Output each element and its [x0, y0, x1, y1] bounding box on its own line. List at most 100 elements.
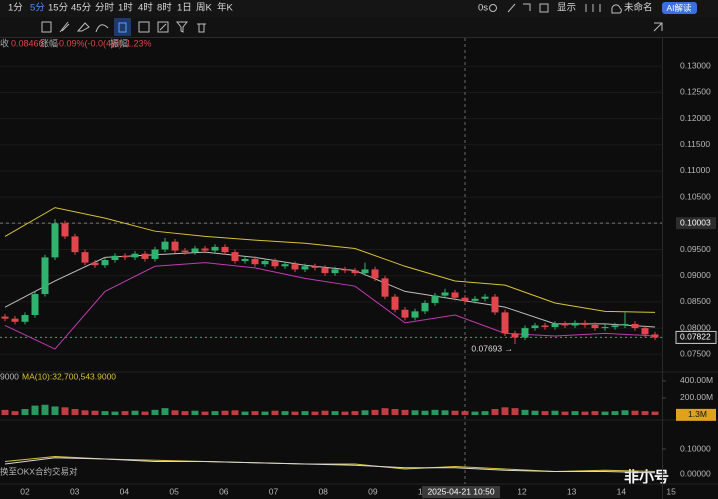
candle-body	[181, 250, 189, 253]
volume-bar	[371, 409, 379, 415]
candle-body	[211, 246, 219, 251]
candle-body	[71, 236, 79, 253]
volume-bar	[281, 411, 289, 415]
volume-bar	[121, 411, 129, 415]
indicator-line	[4, 457, 656, 474]
change-value: -0.09%(-0.0(4)8)	[56, 38, 122, 48]
cloud-icon[interactable]	[611, 4, 622, 14]
candle-body	[311, 266, 319, 268]
close-value: 0.08466	[11, 38, 44, 48]
volume-bar	[441, 410, 449, 415]
ai-button[interactable]: AI解读	[666, 3, 692, 13]
candle-body	[321, 267, 329, 274]
candle-body	[21, 315, 29, 322]
volume-bar	[171, 410, 179, 415]
candle-body	[111, 255, 119, 260]
volume-bar	[311, 411, 319, 415]
volume-prefix: 9000	[0, 371, 19, 381]
candle-body	[131, 253, 139, 258]
volume-bar	[71, 409, 79, 415]
candle-body	[481, 296, 489, 299]
interval-tab[interactable]: 15分	[48, 3, 69, 14]
volume-bar	[611, 411, 619, 415]
volume-bar	[241, 411, 249, 415]
candle-body	[161, 241, 169, 250]
candle-body	[251, 258, 259, 265]
volume-bar	[181, 411, 189, 415]
interval-tab[interactable]: 分时	[95, 2, 115, 14]
last-price-label: 0.07822	[680, 332, 711, 342]
tool-icon[interactable]	[95, 24, 109, 33]
interval-tab[interactable]: 1时	[118, 2, 133, 14]
volume-bar	[101, 411, 109, 415]
candle-body	[81, 252, 89, 263]
camera-icon[interactable]	[489, 4, 497, 12]
volume-bar	[401, 409, 409, 415]
candle-body	[381, 278, 389, 297]
tool-icon-active[interactable]	[114, 18, 131, 36]
interval-tab[interactable]: 5分	[30, 3, 45, 14]
settings-icon[interactable]	[539, 3, 549, 13]
volume-bar	[491, 409, 499, 415]
volume-bar	[261, 411, 269, 415]
candle-body	[351, 270, 359, 274]
tool-icon[interactable]	[138, 21, 150, 33]
candle-body	[241, 258, 249, 262]
interval-tab[interactable]: 1分	[8, 3, 23, 14]
volume-bar	[41, 404, 49, 415]
volume-bar	[1, 409, 9, 415]
volume-bar	[641, 411, 649, 415]
tool-icon[interactable]	[157, 21, 169, 33]
volume-bar	[561, 411, 569, 415]
volume-bar	[521, 409, 529, 415]
candle-body	[401, 309, 409, 318]
interval-tab[interactable]: 年K	[217, 2, 234, 14]
y-tick-label: 0.00000	[680, 468, 711, 478]
volume-bar	[11, 411, 19, 415]
candle-body	[601, 327, 609, 329]
fullscreen-icon[interactable]	[653, 22, 663, 32]
volume-bar	[251, 411, 259, 415]
candle-body	[31, 294, 39, 315]
interval-tab[interactable]: 8时	[157, 2, 172, 14]
tool-icons[interactable]	[41, 2, 697, 36]
volume-bar	[51, 406, 59, 415]
layout-icon[interactable]	[585, 4, 601, 12]
volume-bar	[621, 410, 629, 415]
y-tick-label: 0.08000	[680, 322, 711, 332]
interval-tab[interactable]: 45分	[71, 3, 92, 14]
volume-bar	[451, 410, 459, 415]
display-toggle[interactable]: 显示	[557, 3, 576, 14]
candle-body	[531, 325, 539, 329]
volume-bar	[421, 410, 429, 415]
x-tick-label: 13	[567, 486, 577, 496]
info-line: 收 0.08466 涨幅 -0.09%(-0.0(4)8) 振幅 1.23%	[0, 37, 152, 48]
bollinger-band	[4, 262, 656, 350]
candle-body	[231, 252, 239, 262]
volume-bar	[151, 409, 159, 415]
tool-icon[interactable]	[76, 22, 90, 32]
layout-name[interactable]: 未命名	[624, 2, 653, 14]
volume-bar	[81, 410, 89, 415]
tool-icon[interactable]	[59, 21, 70, 33]
tool-icon[interactable]	[197, 23, 206, 33]
candle-body	[491, 296, 499, 313]
tool-icon[interactable]	[118, 22, 127, 33]
interval-tab[interactable]: 周K	[196, 3, 213, 14]
x-tick-label: 08	[318, 486, 328, 496]
edit-icons[interactable]	[507, 3, 531, 13]
candle-body	[301, 266, 309, 270]
y-tick-label: 0.07500	[680, 349, 711, 359]
volume-bar	[61, 407, 69, 415]
tool-icon[interactable]	[175, 21, 189, 33]
candle-body	[191, 248, 199, 253]
candle-body	[171, 241, 179, 251]
ai-button-bg[interactable]	[662, 2, 697, 14]
tool-icon[interactable]	[41, 21, 52, 33]
interval-tab[interactable]: 1日	[177, 3, 192, 14]
bollinger-band	[4, 207, 656, 313]
candle-body	[371, 269, 379, 279]
candle-body	[51, 223, 59, 258]
volume-bar	[571, 411, 579, 415]
interval-tab[interactable]: 4时	[138, 2, 153, 14]
